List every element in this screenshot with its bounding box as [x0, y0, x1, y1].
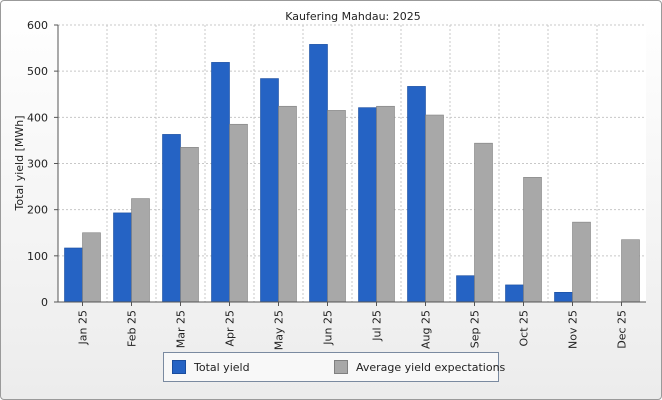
y-tick-labels: 0 100 200 300 400 500 600	[27, 19, 58, 309]
legend-item-average-yield: Average yield expectations	[334, 359, 505, 375]
bar-average-yield	[376, 105, 395, 303]
bar-total-yield	[456, 275, 475, 303]
y-tick-label: 300	[27, 158, 48, 171]
x-tick-label: Feb 25	[126, 310, 139, 347]
x-tick-label: Nov 25	[567, 310, 580, 349]
x-tick-label: May 25	[273, 310, 286, 350]
chart-legend: Total yield Average yield expectations	[163, 352, 505, 382]
bar-average-yield	[572, 221, 591, 303]
bar-total-yield	[358, 107, 377, 303]
bar-total-yield	[162, 134, 181, 303]
bar-average-yield	[131, 198, 150, 303]
legend-swatch-total-yield	[172, 360, 186, 374]
x-tick-label: Sep 25	[469, 310, 482, 348]
y-tick-label: 100	[27, 250, 48, 263]
bar-total-yield	[211, 62, 230, 303]
bar-average-yield	[180, 147, 199, 303]
y-tick-label: 200	[27, 204, 48, 217]
bar-average-yield	[327, 110, 346, 303]
bar-average-yield	[621, 239, 640, 303]
legend-label-average-yield: Average yield expectations	[356, 360, 506, 374]
x-tick-label: Aug 25	[420, 310, 433, 349]
bar-total-yield	[407, 86, 426, 303]
x-tick-label: Jan 25	[77, 310, 90, 345]
bar-total-yield	[113, 212, 132, 303]
grid-lines	[58, 24, 646, 302]
y-tick-label: 400	[27, 111, 48, 124]
bar-average-yield	[82, 232, 101, 303]
y-tick-label: 600	[27, 19, 48, 32]
y-tick-label: 0	[41, 296, 48, 309]
y-tick-label: 500	[27, 65, 48, 78]
x-tick-labels: Jan 25 Feb 25 Mar 25 Apr 25 May 25 Jun 25 Jul …	[77, 302, 629, 350]
x-tick-label: Jul 25	[371, 310, 384, 342]
bar-total-yield	[309, 44, 328, 303]
legend-swatch-average-yield	[334, 360, 348, 374]
y-axis-label: Total yield [MWh]	[13, 116, 26, 212]
bars-group	[64, 44, 640, 303]
x-tick-label: Apr 25	[224, 310, 237, 347]
x-tick-label: Oct 25	[518, 310, 531, 347]
bar-total-yield	[260, 78, 279, 303]
bar-total-yield	[64, 247, 83, 303]
x-tick-label: Mar 25	[175, 310, 188, 348]
bar-total-yield	[505, 284, 524, 303]
legend-item-total-yield: Total yield	[172, 359, 250, 375]
chart-title: Kaufering Mahdau: 2025	[285, 10, 421, 23]
bar-average-yield	[523, 177, 542, 303]
x-tick-label: Dec 25	[616, 310, 629, 349]
bar-average-yield	[425, 114, 444, 303]
bar-average-yield	[278, 105, 297, 303]
bar-total-yield	[554, 292, 573, 303]
legend-label-total-yield: Total yield	[194, 360, 250, 374]
bar-average-yield	[474, 142, 493, 303]
bar-average-yield	[229, 123, 248, 303]
x-tick-label: Jun 25	[322, 310, 335, 346]
